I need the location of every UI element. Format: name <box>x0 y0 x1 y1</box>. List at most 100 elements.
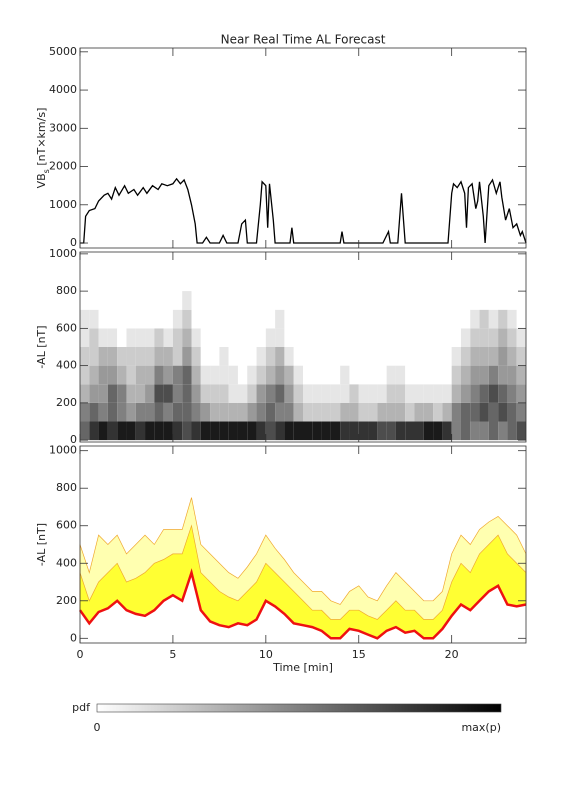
heat-cell <box>117 402 127 422</box>
heat-cell <box>358 365 369 385</box>
heat-cell <box>498 328 508 347</box>
heat-cell <box>126 402 136 422</box>
heat-cell <box>237 309 248 329</box>
heat-cell <box>442 384 452 403</box>
heat-cell <box>107 402 118 422</box>
heat-cell <box>107 421 118 441</box>
heat-cell <box>479 291 489 310</box>
heat-cell <box>293 402 303 422</box>
heat-cell <box>460 328 471 347</box>
heat-cell <box>516 309 526 329</box>
y-tick-label: 1000 <box>49 198 77 211</box>
heat-cell <box>191 291 201 310</box>
heat-cell <box>135 384 146 403</box>
heat-cell <box>256 402 266 422</box>
heat-cell <box>414 347 424 366</box>
heat-cell <box>154 291 164 310</box>
heat-cell <box>358 347 369 366</box>
heat-cell <box>312 328 322 347</box>
heat-cell <box>405 347 415 366</box>
heat-cell <box>368 291 378 310</box>
heat-cell <box>395 347 406 366</box>
heat-cell <box>321 291 331 310</box>
heat-cell <box>219 347 229 366</box>
heat-cell <box>80 328 90 347</box>
y-tick-label: 3000 <box>49 121 77 134</box>
heat-cell <box>423 384 434 403</box>
heat-cell <box>516 347 526 366</box>
heat-cell <box>479 421 489 441</box>
heat-cell <box>135 347 146 366</box>
heat-cell <box>237 421 248 441</box>
heat-cell <box>423 347 434 366</box>
heat-cell <box>433 421 443 441</box>
heat-cell <box>191 421 201 441</box>
heat-cell <box>228 309 238 329</box>
heat-cell <box>349 347 359 366</box>
heat-cell <box>498 291 508 310</box>
heat-cell <box>479 328 489 347</box>
heat-cell <box>498 384 508 403</box>
heat-cell <box>182 328 192 347</box>
heat-cell <box>284 365 294 385</box>
heat-cell <box>135 421 146 441</box>
heat-cell <box>98 328 108 347</box>
heat-cell <box>330 384 341 403</box>
heat-cell <box>451 309 461 329</box>
heat-cell <box>219 421 229 441</box>
heat-cell <box>107 328 118 347</box>
heat-cell <box>330 291 341 310</box>
x-tick-label: 0 <box>77 648 84 661</box>
heat-cell <box>89 402 99 422</box>
heat-cell <box>507 402 517 422</box>
heat-cell <box>265 328 276 347</box>
heat-cell <box>200 384 211 403</box>
heat-cell <box>210 421 220 441</box>
heat-cell <box>210 309 220 329</box>
heat-cell <box>163 421 173 441</box>
heat-cell <box>80 291 90 310</box>
heat-cell <box>154 309 164 329</box>
heat-cell <box>163 384 173 403</box>
y-tick-label: 1000 <box>49 444 77 457</box>
heat-cell <box>219 309 229 329</box>
heat-cell <box>210 365 220 385</box>
heat-cell <box>247 365 257 385</box>
heat-cell <box>117 365 127 385</box>
heat-cell <box>358 328 369 347</box>
y-tick-label: 0 <box>70 236 77 249</box>
heat-cell <box>488 365 499 385</box>
heat-cell <box>498 365 508 385</box>
heat-cell <box>228 402 238 422</box>
heat-cell <box>200 421 211 441</box>
heat-cell <box>395 365 406 385</box>
heat-cell <box>210 347 220 366</box>
heat-cell <box>191 347 201 366</box>
heat-cell <box>395 402 406 422</box>
heat-cell <box>395 328 406 347</box>
heat-cell <box>377 291 387 310</box>
heat-cell <box>321 384 331 403</box>
heat-cell <box>182 347 192 366</box>
heat-cell <box>247 291 257 310</box>
heat-cell <box>98 347 108 366</box>
heat-cell <box>80 384 90 403</box>
heat-cell <box>265 309 276 329</box>
heat-cell <box>303 347 313 366</box>
x-tick-label: 15 <box>352 648 366 661</box>
heat-cell <box>349 402 359 422</box>
heat-cell <box>386 347 396 366</box>
heat-cell <box>423 309 434 329</box>
heat-cell <box>107 365 118 385</box>
heat-cell <box>507 384 517 403</box>
heat-cell <box>349 328 359 347</box>
heat-cell <box>275 328 285 347</box>
y-axis-label: -AL [nT] <box>35 523 48 566</box>
heat-cell <box>126 421 136 441</box>
heat-cell <box>237 328 248 347</box>
heat-cell <box>340 421 350 441</box>
heat-cell <box>154 347 164 366</box>
heat-cell <box>172 347 183 366</box>
heat-cell <box>377 347 387 366</box>
heat-cell <box>135 309 146 329</box>
